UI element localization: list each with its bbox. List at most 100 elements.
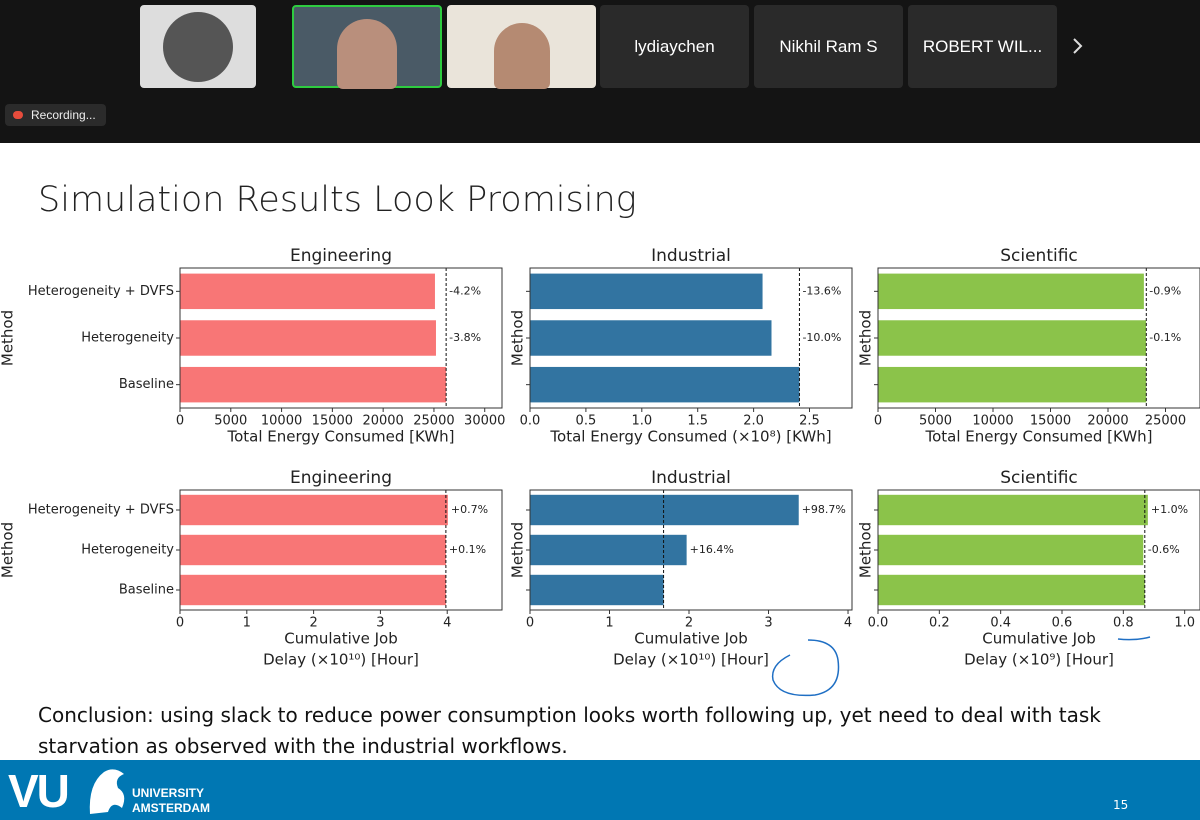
x-tick-label: 2.5 [799,414,820,429]
x-tick-label: 2 [309,616,317,631]
x-axis-label: Total Energy Consumed [KWh] [226,428,454,446]
x-tick-label: 0 [526,616,534,631]
x-tick-label: 0 [176,616,184,631]
bar [180,494,448,526]
x-tick-label: 20000 [362,414,403,429]
y-tick-label: Heterogeneity [81,331,174,346]
annotation-scribble [771,639,840,697]
bar-annotation: -0.1% [1149,331,1181,344]
bar [530,494,799,526]
x-axis-label: Cumulative Job [634,630,748,648]
slide-footer: VU UNIVERSITY AMSTERDAM 15 [0,760,1200,820]
logo-griffin [89,769,125,814]
x-axis-label: Delay (×10¹⁰) [Hour] [613,651,769,669]
bar [878,574,1145,606]
logo-mark: VU [8,765,70,817]
video-tile[interactable] [140,5,256,88]
axes-frame [877,267,1200,409]
x-tick-label: 25000 [413,414,454,429]
chart-title: Engineering [290,246,392,266]
logo-line: AMSTERDAM [132,801,210,815]
x-axis-label: Total Energy Consumed (×10⁸) [KWh] [549,428,831,446]
y-tick-label: Heterogeneity + DVFS [28,284,174,299]
bar-annotation: +98.7% [802,503,846,516]
x-tick-label: 3 [764,616,772,631]
bar-annotation: +1.0% [1151,503,1188,516]
bar-annotation: +0.7% [451,503,488,516]
chart-title: Industrial [651,246,731,266]
participant-video [493,22,550,89]
bar-annotation: -3.8% [449,331,481,344]
bar [878,494,1148,526]
x-tick-label: 3 [376,616,384,631]
participant-video [337,18,397,89]
x-tick-label: 4 [844,616,852,631]
x-tick-label: 0.0 [868,616,889,631]
bar [878,534,1144,566]
x-tick-label: 0.0 [520,414,541,429]
bar [180,366,447,403]
x-tick-label: 1 [243,616,251,631]
participant-tile[interactable]: ROBERT WIL... [908,5,1057,88]
participant-tile[interactable]: lydiaychen [600,5,749,88]
chart-title: Scientific [1000,468,1078,488]
x-tick-label: 2 [685,616,693,631]
y-axis-label: Method [509,310,527,366]
next-arrow[interactable] [1070,36,1086,56]
x-tick-label: 5000 [214,414,247,429]
y-axis-label: Method [0,310,17,366]
x-axis-label: Delay (×10¹⁰) [Hour] [263,651,419,669]
x-tick-label: 15000 [312,414,353,429]
axes-frame [529,267,853,409]
x-tick-label: 1.0 [1174,616,1195,631]
x-tick-label: 20000 [1087,414,1128,429]
bar [180,320,436,356]
bar [530,320,772,356]
bar-annotation: +16.4% [690,543,734,556]
x-tick-label: 0 [176,414,184,429]
x-tick-label: 0.6 [1052,616,1073,631]
y-axis-label: Method [857,310,875,366]
bar-annotation: -13.6% [802,284,841,297]
bar [180,574,446,606]
conclusion-line: starvation as observed with the industri… [38,734,568,758]
x-tick-label: 4 [443,616,451,631]
chart-title: Industrial [651,468,731,488]
bar [180,534,446,566]
x-tick-label: 1.5 [687,414,708,429]
video-tile[interactable] [292,5,442,89]
x-tick-label: 15000 [1030,414,1071,429]
bar-annotation: -0.9% [1149,284,1181,297]
y-axis-label: Method [509,522,527,578]
bar [530,273,763,310]
annotation-scribble [1117,636,1151,641]
axes-frame [529,489,853,611]
axes-frame [179,489,503,611]
bar [878,320,1147,356]
x-tick-label: 1.0 [631,414,652,429]
conclusion: Conclusion: using slack to reduce power … [38,700,1101,762]
x-tick-label: 5000 [919,414,952,429]
conclusion-line: Conclusion: using slack to reduce power … [38,703,1101,727]
x-tick-label: 10000 [261,414,302,429]
bar [530,534,687,566]
x-axis-label: Cumulative Job [982,630,1096,648]
x-tick-label: 1 [605,616,613,631]
x-tick-label: 30000 [464,414,505,429]
logo-text: UNIVERSITY AMSTERDAM [132,786,210,816]
y-tick-label: Heterogeneity [81,543,174,558]
video-tile[interactable] [447,5,596,89]
x-axis-label: Cumulative Job [284,630,398,648]
bar [530,574,664,606]
x-tick-label: 0.8 [1113,616,1134,631]
slide-title: Simulation Results Look Promising [38,180,637,220]
x-tick-label: 0 [874,414,882,429]
bar-annotation: -10.0% [802,331,841,344]
bar-annotation: -0.6% [1148,543,1180,556]
y-tick-label: Baseline [119,583,174,598]
bar-annotation: +0.1% [449,543,486,556]
participant-tile[interactable]: Nikhil Ram S [754,5,903,88]
participant-photo [163,11,233,82]
y-tick-label: Baseline [119,377,174,392]
